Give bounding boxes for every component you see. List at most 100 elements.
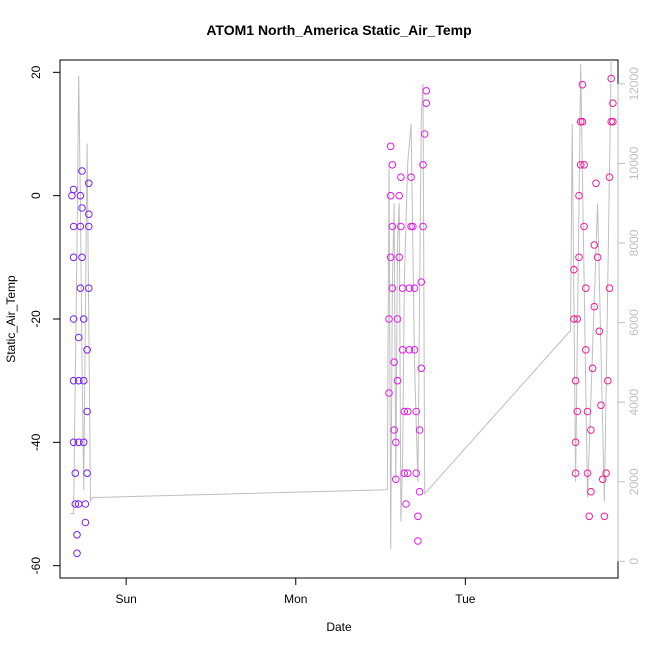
data-point bbox=[403, 469, 412, 478]
data-point bbox=[69, 222, 78, 231]
data-point bbox=[417, 364, 426, 373]
data-point bbox=[609, 99, 617, 107]
data-point bbox=[571, 438, 580, 447]
data-point bbox=[570, 265, 578, 274]
data-point bbox=[605, 284, 614, 293]
data-point bbox=[85, 179, 93, 188]
data-point bbox=[386, 253, 395, 262]
data-point bbox=[607, 74, 616, 83]
secondary-y-axis: 0 2000 4000 6000 8000 10000 12000 bbox=[617, 67, 641, 565]
data-point bbox=[571, 469, 580, 478]
data-point bbox=[410, 284, 419, 293]
data-point bbox=[392, 475, 400, 484]
data-point bbox=[386, 191, 395, 200]
y2-tick-label: 8000 bbox=[627, 229, 641, 256]
data-point bbox=[414, 512, 422, 521]
data-point bbox=[575, 253, 583, 262]
data-point bbox=[76, 284, 85, 293]
plot-frame bbox=[59, 59, 619, 579]
data-point bbox=[602, 469, 610, 478]
altitude-line bbox=[70, 59, 612, 550]
data-point bbox=[597, 401, 605, 410]
data-point bbox=[587, 487, 595, 496]
y2-tick-label: 6000 bbox=[627, 309, 641, 336]
data-point bbox=[412, 407, 421, 416]
data-point bbox=[420, 130, 429, 138]
y2-tick-label: 10000 bbox=[627, 146, 641, 180]
data-point bbox=[400, 407, 409, 416]
data-point bbox=[76, 222, 85, 231]
data-point bbox=[419, 161, 427, 169]
x-axis-label: Date bbox=[326, 620, 352, 634]
data-point bbox=[412, 469, 421, 478]
data-point bbox=[79, 315, 88, 323]
data-point bbox=[393, 376, 402, 385]
data-point bbox=[69, 438, 78, 447]
data-point bbox=[74, 376, 83, 385]
data-point bbox=[395, 253, 404, 262]
data-point bbox=[390, 426, 398, 434]
data-point bbox=[79, 438, 88, 447]
data-point bbox=[68, 191, 76, 200]
data-point bbox=[582, 346, 590, 354]
data-point bbox=[422, 87, 431, 95]
data-point bbox=[570, 315, 578, 323]
y2-tick-label: 0 bbox=[627, 558, 641, 565]
data-point bbox=[78, 204, 86, 212]
data-point bbox=[388, 284, 397, 293]
data-point bbox=[578, 117, 587, 126]
altitude-line-layer bbox=[70, 59, 612, 550]
data-point bbox=[386, 142, 395, 151]
data-point bbox=[419, 222, 427, 231]
y-tick-label: 0 bbox=[29, 192, 43, 199]
data-point bbox=[385, 315, 393, 323]
data-point bbox=[81, 518, 90, 527]
data-point bbox=[76, 191, 85, 200]
data-point bbox=[409, 222, 417, 231]
y-tick-label: -20 bbox=[29, 310, 43, 328]
data-point bbox=[78, 253, 86, 262]
data-point bbox=[415, 426, 424, 434]
data-point bbox=[604, 376, 612, 385]
data-point bbox=[78, 167, 86, 175]
data-point bbox=[609, 117, 617, 126]
data-point bbox=[583, 469, 592, 478]
data-point bbox=[402, 500, 410, 508]
data-point bbox=[74, 333, 83, 342]
data-point bbox=[71, 500, 80, 508]
data-point bbox=[85, 284, 93, 293]
data-point bbox=[85, 222, 93, 231]
y-axis-label: Static_Air_Temp bbox=[4, 275, 18, 363]
data-point bbox=[593, 253, 602, 262]
data-point bbox=[410, 346, 419, 354]
data-point bbox=[414, 537, 422, 545]
data-point bbox=[69, 185, 78, 194]
data-point bbox=[598, 475, 607, 484]
data-point bbox=[74, 438, 83, 447]
data-point bbox=[583, 407, 592, 416]
data-point bbox=[71, 469, 80, 478]
data-point bbox=[392, 438, 400, 447]
data-point bbox=[605, 173, 614, 181]
data-point bbox=[582, 284, 590, 293]
data-point bbox=[588, 364, 597, 373]
data-point bbox=[405, 284, 414, 293]
data-point bbox=[571, 376, 580, 385]
data-point bbox=[407, 173, 415, 181]
data-point bbox=[595, 327, 604, 336]
data-point bbox=[69, 376, 78, 385]
data-point bbox=[587, 426, 595, 434]
data-point bbox=[580, 161, 588, 169]
data-point bbox=[69, 315, 78, 323]
data-point bbox=[397, 222, 405, 231]
data-point bbox=[395, 191, 404, 200]
data-point bbox=[69, 253, 78, 262]
data-point bbox=[405, 346, 414, 354]
data-point bbox=[580, 222, 588, 231]
data-point bbox=[83, 407, 91, 416]
data-point bbox=[79, 376, 88, 385]
chart-title: ATOM1 North_America Static_Air_Temp bbox=[206, 22, 471, 38]
data-point bbox=[573, 407, 582, 416]
data-point bbox=[393, 315, 402, 323]
data-point bbox=[388, 222, 397, 231]
